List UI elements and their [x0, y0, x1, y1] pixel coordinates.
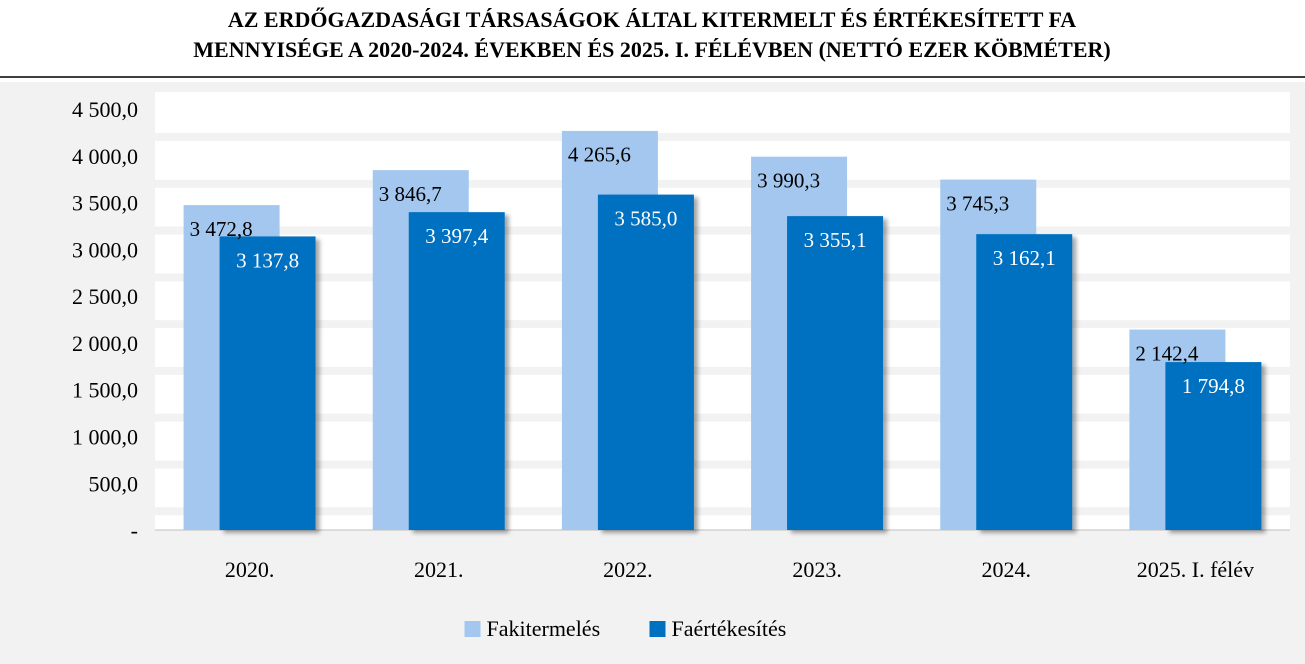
plot-area — [155, 92, 1290, 530]
value-label: 3 585,0 — [614, 206, 677, 230]
x-tick-label: 2024. — [982, 557, 1032, 582]
x-tick-label: 2025. I. félév — [1137, 557, 1254, 582]
bar — [219, 236, 316, 530]
bar — [1165, 362, 1262, 530]
value-label: 3 846,7 — [379, 182, 442, 206]
value-label: 1 794,8 — [1182, 374, 1245, 398]
legend-swatch — [649, 621, 666, 637]
value-label: 3 990,3 — [757, 168, 820, 192]
y-tick-label: 1 500,0 — [72, 378, 138, 403]
legend-label: Fakitermelés — [487, 616, 601, 641]
chart-title: AZ ERDŐGAZDASÁGI TÁRSASÁGOK ÁLTAL KITERM… — [228, 7, 1076, 32]
y-tick-label: 2 500,0 — [72, 284, 138, 309]
legend-swatch — [464, 621, 481, 637]
bar — [787, 216, 884, 530]
x-tick-label: 2023. — [792, 557, 842, 582]
value-label: 3 397,4 — [425, 224, 489, 248]
bar — [408, 212, 505, 530]
bar — [976, 234, 1073, 531]
x-tick-label: 2020. — [225, 557, 275, 582]
value-label: 3 137,8 — [236, 248, 299, 272]
value-label: 4 265,6 — [568, 143, 631, 167]
y-tick-label: 2 000,0 — [72, 331, 138, 356]
legend-label: Faértékesítés — [672, 616, 787, 641]
value-label: 2 142,4 — [1135, 341, 1199, 365]
x-tick-label: 2021. — [414, 557, 464, 582]
value-label: 3 472,8 — [190, 217, 253, 241]
y-tick-label: 4 500,0 — [72, 97, 138, 122]
value-label: 3 745,3 — [946, 191, 1009, 215]
value-label: 3 355,1 — [804, 228, 867, 252]
bar — [597, 194, 694, 530]
y-tick-label: 3 000,0 — [72, 237, 138, 262]
y-tick-label: - — [131, 518, 138, 543]
y-tick-label: 3 500,0 — [72, 191, 138, 216]
y-tick-label: 4 000,0 — [72, 144, 138, 169]
y-tick-label: 1 000,0 — [72, 424, 138, 449]
x-tick-label: 2022. — [603, 557, 653, 582]
y-tick-label: 500,0 — [89, 471, 139, 496]
chart-title: MENNYISÉGE A 2020-2024. ÉVEKBEN ÉS 2025.… — [193, 37, 1110, 62]
value-label: 3 162,1 — [993, 246, 1056, 270]
